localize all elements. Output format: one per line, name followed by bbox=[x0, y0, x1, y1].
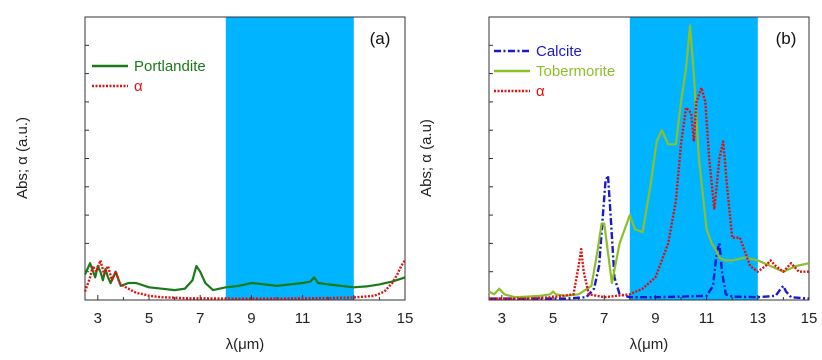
series-line-alpha bbox=[489, 86, 809, 300]
x-tick-label: 15 bbox=[801, 310, 818, 327]
x-tick-label: 11 bbox=[699, 310, 715, 327]
y-axis-label: Abs; α (a.u.) bbox=[14, 117, 31, 199]
x-tick-label: 3 bbox=[498, 310, 506, 327]
series-line-calcite bbox=[489, 174, 810, 300]
x-tick-label: 5 bbox=[549, 310, 557, 327]
panel-a: 3 5 7 9 11 13 15 λ(μm) Abs; α (a.u.) (a) Portlandi… bbox=[14, 16, 414, 353]
series-line-tobermorite bbox=[488, 24, 810, 299]
x-tick-label: 13 bbox=[345, 310, 362, 327]
y-axis-label: Abs; α (a.u) bbox=[418, 119, 435, 197]
series-line-alpha bbox=[83, 259, 406, 300]
highlight-band bbox=[225, 17, 354, 300]
x-tick-label: 9 bbox=[651, 310, 659, 327]
panel-label: (b) bbox=[776, 29, 797, 48]
legend-label: α bbox=[536, 83, 545, 100]
legend-label: Portlandite bbox=[134, 58, 206, 75]
x-tick-label: 11 bbox=[295, 310, 311, 327]
x-tick-label: 7 bbox=[196, 310, 204, 327]
x-tick-label: 7 bbox=[600, 310, 608, 327]
x-tick-label: 5 bbox=[145, 310, 153, 327]
legend-label: Tobermorite bbox=[536, 63, 615, 80]
x-tick-label: 15 bbox=[397, 310, 414, 327]
x-tick-label: 9 bbox=[247, 310, 255, 327]
highlight-band bbox=[629, 17, 758, 300]
legend-label: α bbox=[134, 78, 143, 95]
x-tick-label: 13 bbox=[749, 310, 766, 327]
x-tick-label: 3 bbox=[94, 310, 102, 327]
x-axis-label: λ(μm) bbox=[226, 336, 265, 353]
panel-b: 3 5 7 9 11 13 15 λ(μm) Abs; α (a.u) (b) Calcite Tob… bbox=[418, 16, 818, 353]
panel-label: (a) bbox=[370, 29, 391, 48]
x-axis-label: λ(μm) bbox=[630, 336, 669, 353]
legend-label: Calcite bbox=[536, 43, 582, 60]
